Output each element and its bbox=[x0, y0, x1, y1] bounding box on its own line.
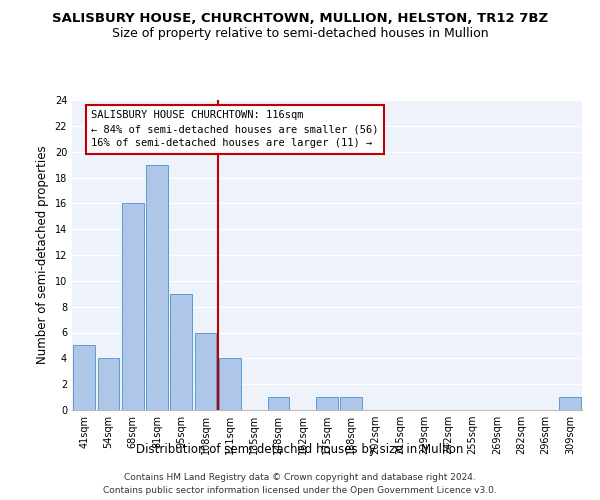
Bar bbox=[219, 358, 241, 410]
Text: SALISBURY HOUSE, CHURCHTOWN, MULLION, HELSTON, TR12 7BZ: SALISBURY HOUSE, CHURCHTOWN, MULLION, HE… bbox=[52, 12, 548, 26]
Bar bbox=[97, 358, 119, 410]
Bar bbox=[194, 332, 217, 410]
Bar bbox=[73, 346, 95, 410]
Bar bbox=[146, 164, 168, 410]
Text: Contains public sector information licensed under the Open Government Licence v3: Contains public sector information licen… bbox=[103, 486, 497, 495]
Bar bbox=[268, 397, 289, 410]
Bar bbox=[170, 294, 192, 410]
Bar bbox=[340, 397, 362, 410]
Text: SALISBURY HOUSE CHURCHTOWN: 116sqm
← 84% of semi-detached houses are smaller (56: SALISBURY HOUSE CHURCHTOWN: 116sqm ← 84%… bbox=[91, 110, 379, 148]
Text: Contains HM Land Registry data © Crown copyright and database right 2024.: Contains HM Land Registry data © Crown c… bbox=[124, 472, 476, 482]
Bar bbox=[559, 397, 581, 410]
Text: Distribution of semi-detached houses by size in Mullion: Distribution of semi-detached houses by … bbox=[136, 442, 464, 456]
Bar bbox=[316, 397, 338, 410]
Text: Size of property relative to semi-detached houses in Mullion: Size of property relative to semi-detach… bbox=[112, 28, 488, 40]
Y-axis label: Number of semi-detached properties: Number of semi-detached properties bbox=[36, 146, 49, 364]
Bar bbox=[122, 204, 143, 410]
